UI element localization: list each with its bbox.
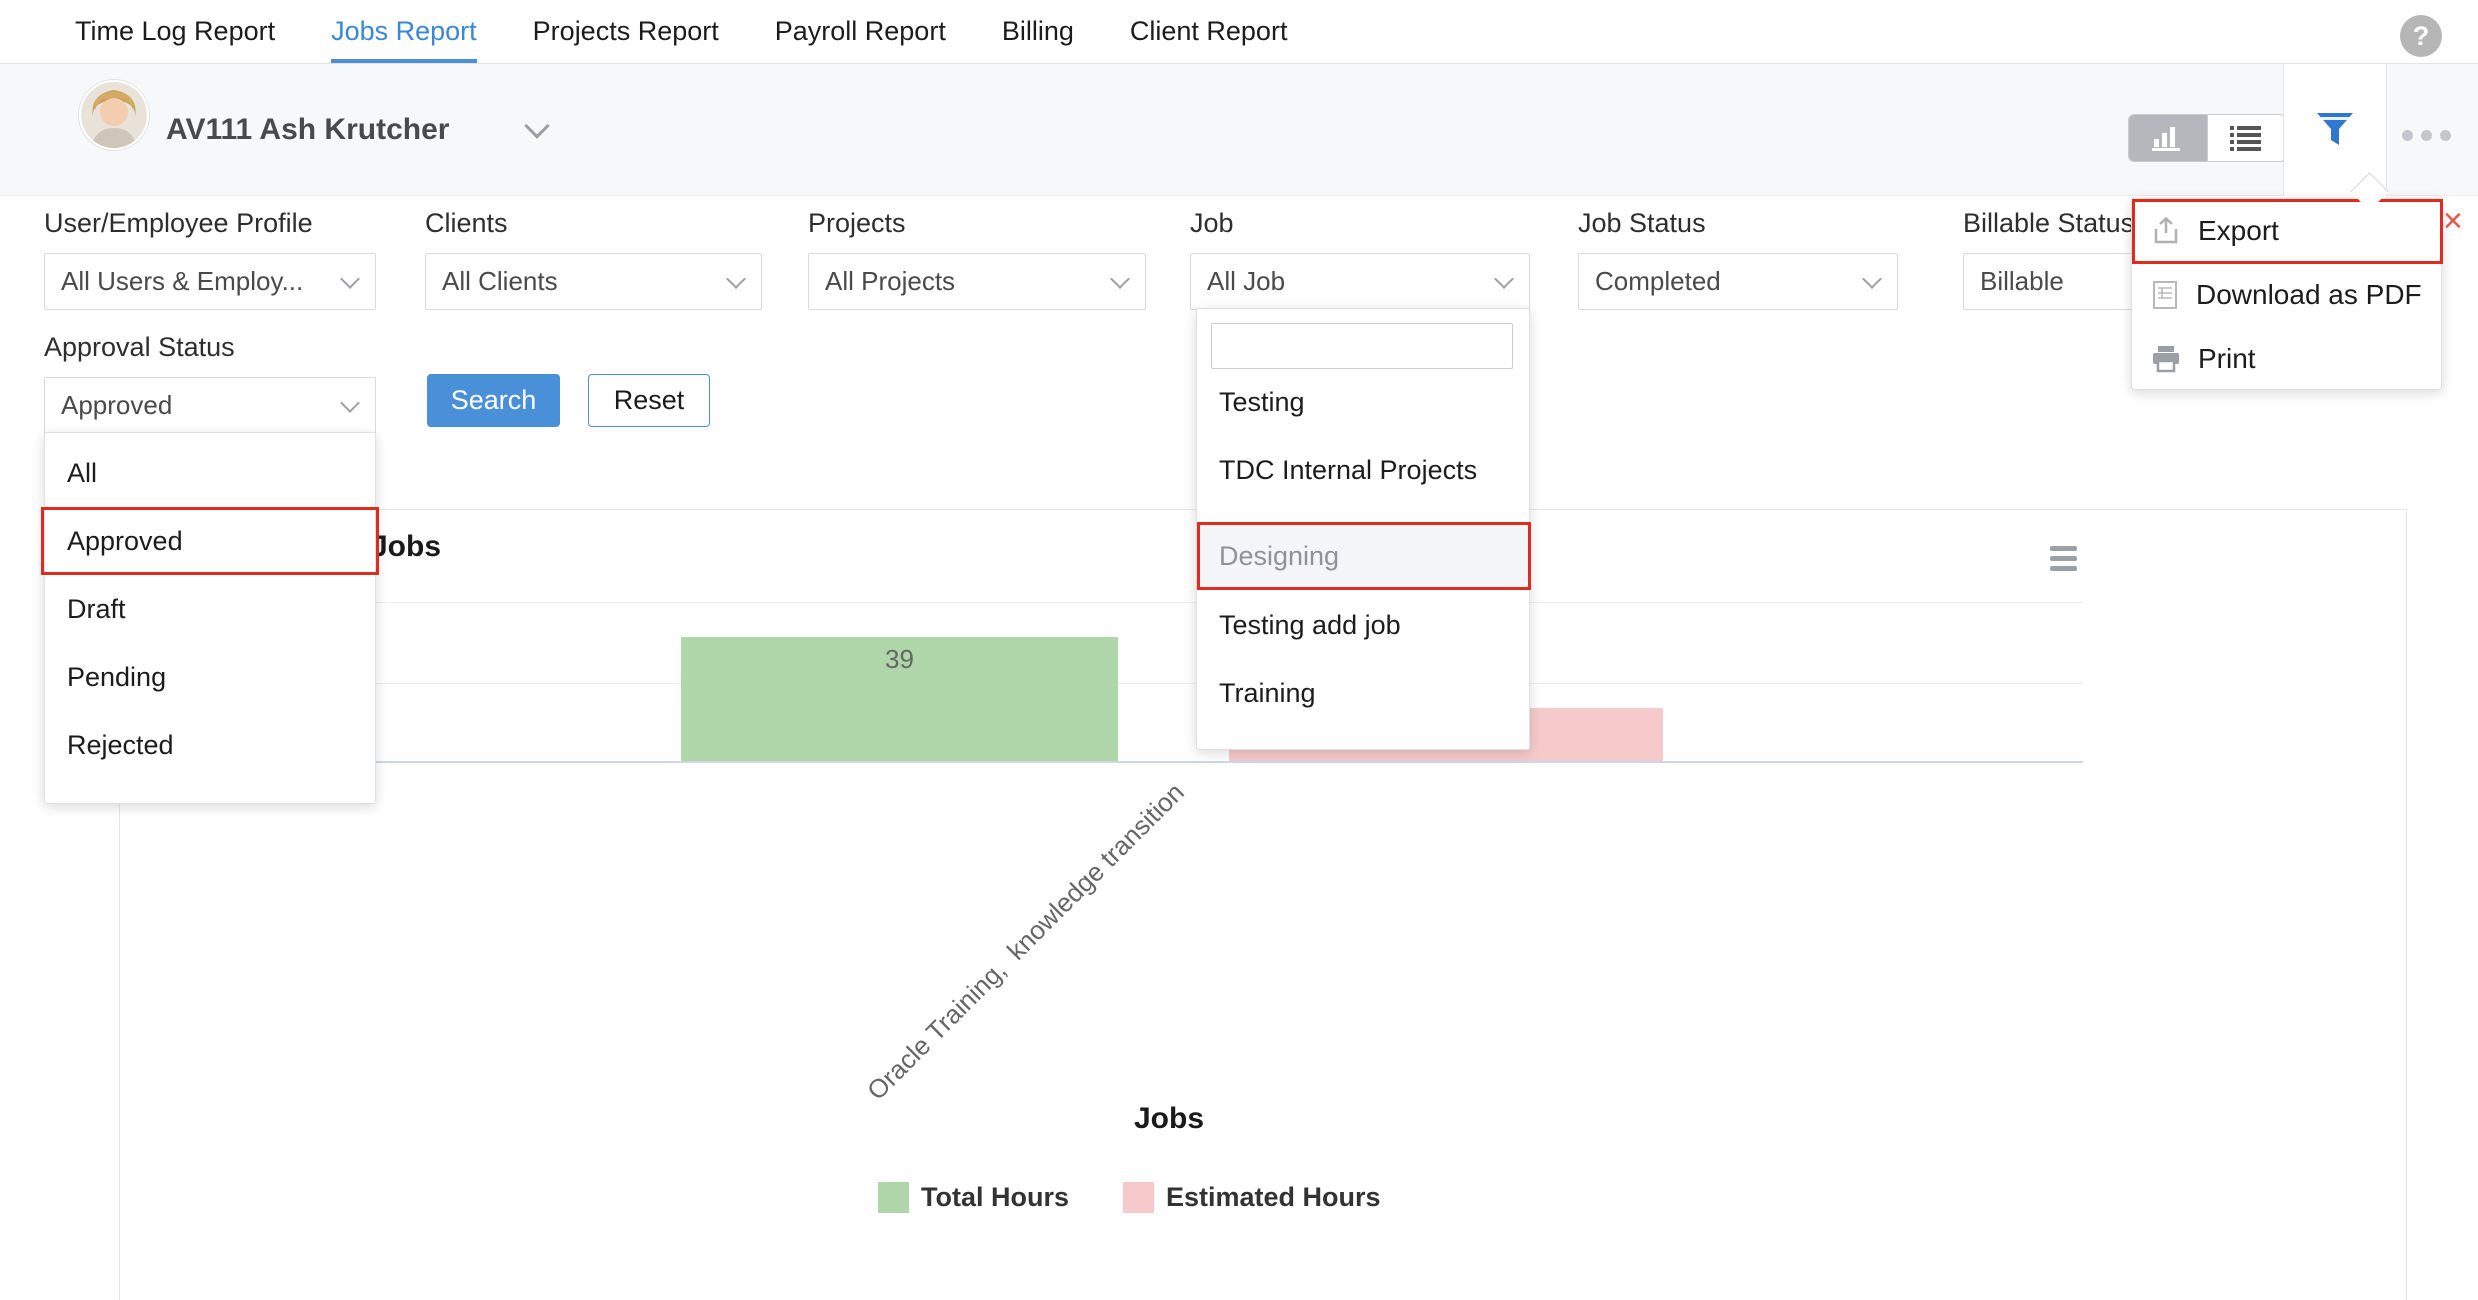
gridline-50 xyxy=(141,602,2083,603)
list-view-button[interactable] xyxy=(2206,115,2285,161)
bar-chart-icon xyxy=(2151,127,2180,151)
user-profile-select[interactable]: All Users & Employ... xyxy=(44,253,376,310)
user-toolbar: AV111 Ash Krutcher xyxy=(0,64,2478,196)
legend-swatch-estimated-hours xyxy=(1123,1182,1154,1213)
filter-approval-status: Approval Status Approved xyxy=(44,332,376,434)
select-value: All Projects xyxy=(825,266,956,296)
export-icon xyxy=(2154,216,2178,244)
print-icon xyxy=(2153,346,2179,373)
more-options-button[interactable] xyxy=(2402,130,2451,141)
menu-item-label: Download as PDF xyxy=(2196,279,2422,310)
chevron-down-icon xyxy=(1494,269,1514,289)
job-option-training[interactable]: Training xyxy=(1219,677,1316,708)
chart-view-button[interactable] xyxy=(2129,115,2207,161)
job-status-select[interactable]: Completed xyxy=(1578,253,1898,310)
export-menu-item-print[interactable]: Print xyxy=(2132,327,2441,391)
filter-funnel-icon xyxy=(2317,113,2353,145)
job-option-testing-add-job[interactable]: Testing add job xyxy=(1219,609,1401,640)
filter-label: Billable Status xyxy=(1963,208,2135,238)
job-option-designing[interactable]: Designing xyxy=(1197,523,1531,589)
chevron-down-icon xyxy=(1862,269,1882,289)
chart-menu-icon[interactable] xyxy=(2050,546,2077,576)
legend-label-estimated-hours: Estimated Hours xyxy=(1166,1182,1381,1212)
close-annotation-icon[interactable]: × xyxy=(2443,202,2463,240)
select-value: Billable xyxy=(1980,266,2064,296)
x-axis-title: Jobs xyxy=(1133,1102,1205,1135)
chevron-down-icon xyxy=(340,393,360,413)
help-icon[interactable]: ? xyxy=(2400,15,2442,57)
filter-label: User/Employee Profile xyxy=(44,208,313,238)
chevron-down-icon xyxy=(726,269,746,289)
approval-option-draft[interactable]: Draft xyxy=(67,593,126,624)
view-toggle xyxy=(2128,114,2286,162)
filter-projects: Projects All Projects xyxy=(808,208,1146,310)
chart-legend: Total Hours Estimated Hours xyxy=(878,1182,1381,1213)
menu-item-label: Export xyxy=(2198,215,2279,246)
legend-swatch-total-hours xyxy=(878,1182,909,1213)
avatar-image xyxy=(81,82,147,148)
clients-select[interactable]: All Clients xyxy=(425,253,762,310)
reset-button[interactable]: Reset xyxy=(588,374,710,427)
approval-option-all[interactable]: All xyxy=(67,457,98,488)
export-menu-item-export[interactable]: Export xyxy=(2132,199,2441,263)
search-button[interactable]: Search xyxy=(427,374,560,427)
select-value: Completed xyxy=(1595,266,1721,296)
select-value: Approved xyxy=(61,390,173,420)
select-value: All Clients xyxy=(442,266,558,296)
job-dropdown: Testing TDC Internal Projects Designing … xyxy=(1196,308,1531,750)
approval-option-approved[interactable]: Approved xyxy=(67,525,183,556)
filter-job-status: Job Status Completed xyxy=(1578,208,1898,310)
menu-item-label: Print xyxy=(2198,343,2256,374)
chevron-down-icon xyxy=(340,269,360,289)
tab-projects-report[interactable]: Projects Report xyxy=(532,16,719,46)
report-tabs-bar: Time Log Report Jobs Report Projects Rep… xyxy=(0,0,2478,64)
filter-user-profile: User/Employee Profile All Users & Employ… xyxy=(44,208,376,310)
list-icon xyxy=(2230,126,2262,151)
selected-user-name[interactable]: AV111 Ash Krutcher xyxy=(166,113,450,146)
x-axis-line xyxy=(141,761,2083,763)
filter-clients: Clients All Clients xyxy=(425,208,762,310)
approval-option-rejected[interactable]: Rejected xyxy=(67,729,174,760)
x-axis-category-label: Oracle Training, knowledge transition xyxy=(861,776,1190,1106)
job-option-testing[interactable]: Testing xyxy=(1219,386,1305,417)
approval-status-select[interactable]: Approved xyxy=(44,377,376,434)
chart-panel-title: Jobs xyxy=(371,530,442,563)
bar-total-hours xyxy=(681,637,1118,762)
export-menu-item-download-pdf[interactable]: Download as PDF xyxy=(2132,263,2441,327)
bar-value-label: 39 xyxy=(885,644,914,674)
approval-option-pending[interactable]: Pending xyxy=(67,661,167,692)
job-search-input[interactable] xyxy=(1211,323,1513,369)
select-value: All Job xyxy=(1207,266,1286,296)
tab-jobs-report[interactable]: Jobs Report xyxy=(331,0,477,63)
projects-select[interactable]: All Projects xyxy=(808,253,1146,310)
filter-label: Projects xyxy=(808,208,906,238)
filter-label: Job Status xyxy=(1578,208,1706,238)
chevron-down-icon xyxy=(1110,269,1130,289)
user-chevron-down-icon[interactable] xyxy=(524,113,550,139)
pdf-document-icon xyxy=(2153,281,2177,309)
approval-status-dropdown: All Approved Draft Pending Rejected xyxy=(41,432,379,804)
job-select[interactable]: All Job xyxy=(1190,253,1530,310)
tab-time-log-report[interactable]: Time Log Report xyxy=(75,16,276,46)
tab-client-report[interactable]: Client Report xyxy=(1129,16,1288,46)
tab-payroll-report[interactable]: Payroll Report xyxy=(774,16,946,46)
legend-label-total-hours: Total Hours xyxy=(921,1182,1069,1212)
job-option-tdc-internal-projects[interactable]: TDC Internal Projects xyxy=(1219,454,1478,485)
select-value: All Users & Employ... xyxy=(61,266,304,296)
tab-billing[interactable]: Billing xyxy=(1001,16,1074,46)
filter-job: Job All Job xyxy=(1190,208,1530,310)
filter-label: Approval Status xyxy=(44,332,235,362)
export-menu: Export Download as PDF Print xyxy=(2131,198,2443,391)
avatar[interactable] xyxy=(79,80,149,150)
filter-label: Clients xyxy=(425,208,508,238)
filter-label: Job xyxy=(1190,208,1234,238)
